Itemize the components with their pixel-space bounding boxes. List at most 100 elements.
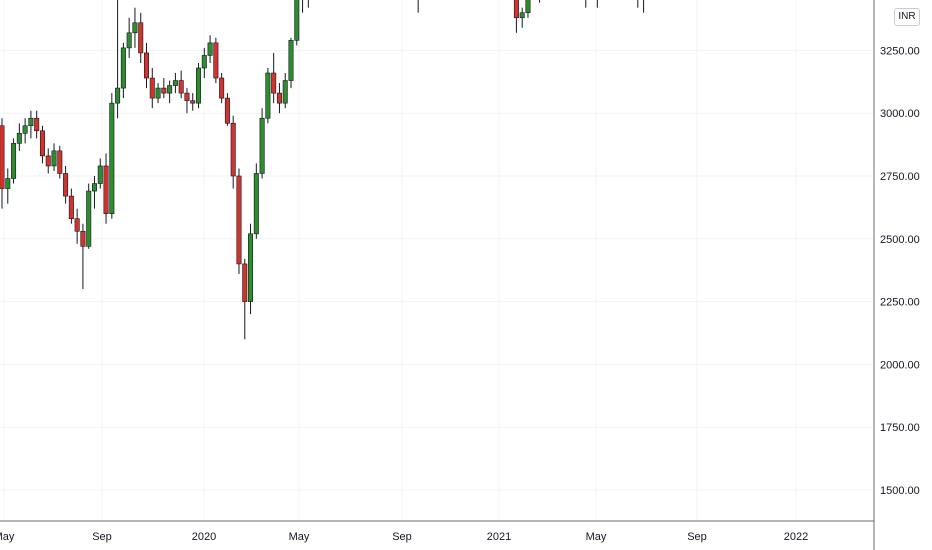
candle-body bbox=[242, 263, 248, 302]
y-tick-label: 1500.00 bbox=[880, 485, 920, 497]
y-tick-label: 1750.00 bbox=[880, 422, 920, 434]
candle-body bbox=[265, 72, 271, 119]
candle bbox=[271, 52, 277, 104]
candle-body bbox=[68, 195, 74, 220]
candle-body bbox=[519, 12, 525, 19]
candle bbox=[236, 168, 242, 274]
candle bbox=[207, 35, 213, 63]
candle-body bbox=[16, 132, 22, 144]
candlestick-series bbox=[0, 0, 645, 340]
candle bbox=[22, 118, 28, 144]
candle bbox=[637, 0, 639, 8]
y-tick-label: 2500.00 bbox=[880, 234, 920, 246]
x-tick-label: 2022 bbox=[784, 531, 808, 543]
candle bbox=[525, 0, 531, 18]
candle bbox=[80, 223, 86, 290]
y-tick-label: 2000.00 bbox=[880, 359, 920, 371]
candle-body bbox=[149, 77, 155, 99]
candle bbox=[282, 73, 288, 109]
candle bbox=[294, 0, 300, 46]
candle-body bbox=[213, 42, 219, 79]
candle-body bbox=[219, 77, 225, 99]
candle-body bbox=[294, 0, 300, 41]
candle bbox=[288, 37, 294, 89]
x-tick-label: Sep bbox=[92, 531, 112, 543]
candle bbox=[34, 110, 40, 139]
candle-body bbox=[224, 97, 230, 124]
candle bbox=[643, 0, 645, 13]
candle-body bbox=[513, 0, 519, 19]
candle bbox=[28, 110, 34, 139]
grid-lines bbox=[0, 0, 874, 521]
candle bbox=[307, 0, 309, 8]
candle-body bbox=[120, 47, 126, 89]
y-tick-label: 2250.00 bbox=[880, 297, 920, 309]
candle bbox=[224, 93, 230, 126]
candle bbox=[167, 80, 173, 104]
candle bbox=[196, 62, 202, 109]
candle-body bbox=[39, 130, 45, 157]
candle bbox=[149, 67, 155, 109]
candle-body bbox=[5, 178, 11, 189]
candle-body bbox=[28, 117, 34, 127]
candle bbox=[120, 42, 126, 99]
candle-body bbox=[161, 87, 167, 94]
candle bbox=[5, 168, 11, 204]
candle-body bbox=[178, 80, 184, 94]
x-tick-label: May bbox=[289, 531, 310, 543]
candle-body bbox=[86, 190, 92, 247]
candle-body bbox=[91, 183, 97, 192]
candle bbox=[63, 165, 69, 204]
x-tick-label: May bbox=[586, 531, 607, 543]
candle-body bbox=[138, 22, 144, 54]
candle bbox=[242, 258, 248, 340]
candle bbox=[103, 153, 109, 224]
candle-body bbox=[248, 233, 254, 302]
candle-body bbox=[288, 40, 294, 81]
x-tick-label: Sep bbox=[687, 531, 707, 543]
candle bbox=[109, 93, 115, 219]
candle-body bbox=[103, 165, 109, 214]
candle-body bbox=[253, 173, 259, 235]
candle-body bbox=[276, 92, 282, 104]
candle bbox=[155, 83, 161, 104]
candle bbox=[184, 88, 190, 114]
candle bbox=[539, 0, 541, 3]
candle-body bbox=[34, 117, 40, 132]
currency-selector-button[interactable]: INR bbox=[894, 8, 920, 26]
x-tick-label: 2021 bbox=[487, 531, 511, 543]
candle bbox=[259, 108, 265, 179]
price-axis[interactable]: 5250.005000.004750.004500.004250.004000.… bbox=[880, 0, 920, 497]
candle-body bbox=[109, 102, 115, 214]
candle bbox=[253, 163, 259, 239]
candle-body bbox=[63, 173, 69, 197]
candle bbox=[91, 176, 97, 209]
candle-body bbox=[0, 125, 5, 189]
candle bbox=[57, 145, 63, 179]
candle-body bbox=[230, 122, 236, 177]
candle-body bbox=[74, 218, 80, 232]
candle bbox=[513, 0, 519, 33]
candle-body bbox=[51, 150, 57, 167]
x-tick-label: May bbox=[0, 531, 15, 543]
candle bbox=[172, 73, 178, 94]
candle-body bbox=[11, 143, 17, 179]
candle bbox=[68, 188, 74, 224]
candle bbox=[190, 93, 196, 111]
candle-body bbox=[97, 165, 103, 184]
candle-body bbox=[207, 42, 213, 56]
candle bbox=[51, 143, 57, 171]
candle bbox=[585, 0, 587, 8]
time-axis[interactable]: May Sep 2020 May Sep 2021 May Sep 2022 bbox=[0, 531, 808, 543]
candle bbox=[230, 115, 236, 189]
candle bbox=[596, 0, 598, 8]
candle-body bbox=[22, 125, 28, 134]
candle bbox=[201, 47, 207, 79]
candle bbox=[115, 0, 121, 119]
candle-body bbox=[126, 32, 132, 49]
candle bbox=[0, 118, 5, 209]
candle bbox=[161, 78, 167, 99]
candle-body bbox=[80, 230, 86, 247]
y-tick-label: 2750.00 bbox=[880, 171, 920, 183]
